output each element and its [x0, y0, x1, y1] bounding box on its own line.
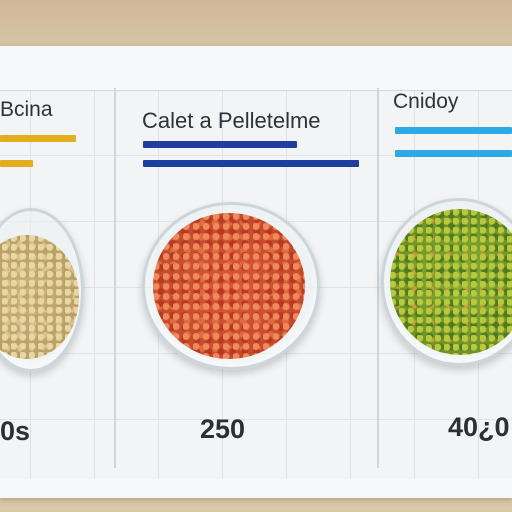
column-value: 40¿0	[448, 412, 510, 442]
column-divider	[377, 88, 379, 468]
food-bowl	[0, 208, 84, 372]
food-bowl	[381, 198, 512, 366]
column-value: 250	[200, 414, 246, 444]
column-title: Cnidoy	[393, 90, 459, 113]
column-divider	[114, 88, 116, 468]
column-bar	[143, 141, 297, 148]
column-bar	[395, 127, 512, 134]
column-bar	[395, 150, 512, 157]
food-portion	[0, 235, 79, 359]
column-bar	[0, 160, 33, 167]
column-value: 0s	[0, 416, 31, 446]
column-title: Bcina	[0, 98, 53, 121]
food-portion	[153, 213, 305, 359]
column-title: Calet a Pelletelme	[142, 108, 321, 133]
food-portion	[390, 209, 512, 355]
column-bar	[143, 160, 359, 167]
food-bowl	[142, 202, 320, 370]
column-bar	[0, 135, 76, 142]
